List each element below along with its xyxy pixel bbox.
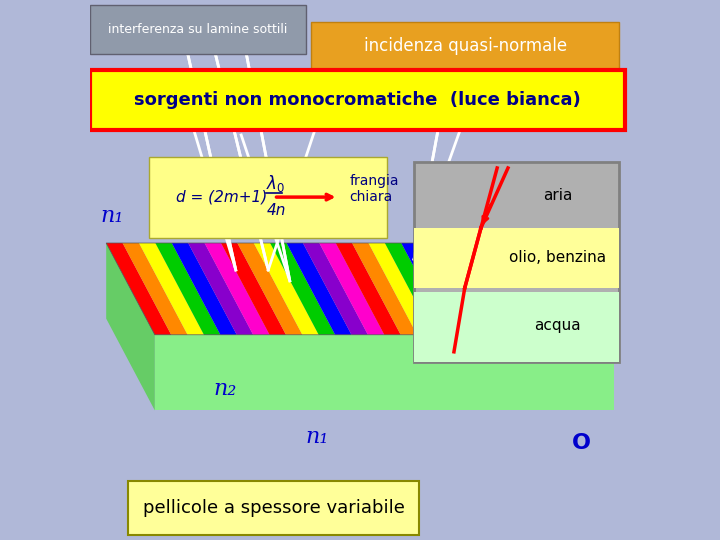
Text: interferenza su lamine sottili: interferenza su lamine sottili bbox=[108, 23, 288, 36]
Polygon shape bbox=[483, 243, 548, 335]
Polygon shape bbox=[303, 243, 368, 335]
Text: aria: aria bbox=[543, 188, 572, 204]
Polygon shape bbox=[253, 243, 319, 335]
Polygon shape bbox=[172, 243, 237, 335]
Polygon shape bbox=[287, 243, 351, 335]
Polygon shape bbox=[188, 243, 253, 335]
Polygon shape bbox=[516, 243, 581, 335]
Text: $\lambda_0$: $\lambda_0$ bbox=[266, 173, 284, 194]
Text: olio, benzina: olio, benzina bbox=[509, 251, 606, 265]
Polygon shape bbox=[221, 243, 286, 335]
Text: n₁: n₁ bbox=[305, 427, 328, 448]
Polygon shape bbox=[451, 243, 516, 335]
Polygon shape bbox=[204, 243, 269, 335]
Polygon shape bbox=[155, 335, 613, 410]
Text: acqua: acqua bbox=[534, 319, 581, 333]
Polygon shape bbox=[107, 243, 171, 335]
Polygon shape bbox=[385, 243, 450, 335]
Bar bbox=[414, 292, 619, 362]
Polygon shape bbox=[434, 243, 499, 335]
Polygon shape bbox=[500, 243, 564, 335]
Bar bbox=[414, 228, 619, 288]
Polygon shape bbox=[418, 243, 482, 335]
FancyBboxPatch shape bbox=[311, 22, 619, 70]
Polygon shape bbox=[156, 243, 220, 335]
Polygon shape bbox=[352, 243, 417, 335]
Text: 4n: 4n bbox=[267, 203, 287, 218]
Polygon shape bbox=[549, 243, 613, 335]
Text: sorgenti non monocromatiche  (luce bianca): sorgenti non monocromatiche (luce bianca… bbox=[134, 91, 580, 109]
Text: d = (2m+1): d = (2m+1) bbox=[176, 190, 268, 205]
Text: n₁: n₁ bbox=[100, 205, 123, 227]
Polygon shape bbox=[467, 243, 532, 335]
Polygon shape bbox=[401, 243, 467, 335]
Polygon shape bbox=[369, 243, 433, 335]
Polygon shape bbox=[336, 243, 401, 335]
Text: O: O bbox=[572, 433, 591, 453]
FancyBboxPatch shape bbox=[150, 157, 387, 238]
Text: frangia
chiara: frangia chiara bbox=[349, 174, 399, 204]
FancyBboxPatch shape bbox=[128, 481, 419, 535]
Bar bbox=[414, 162, 619, 362]
Polygon shape bbox=[139, 243, 204, 335]
Text: incidenza quasi-normale: incidenza quasi-normale bbox=[364, 37, 567, 55]
Polygon shape bbox=[319, 243, 384, 335]
FancyBboxPatch shape bbox=[90, 5, 306, 54]
Text: n₂: n₂ bbox=[213, 378, 237, 400]
Polygon shape bbox=[532, 243, 598, 335]
Polygon shape bbox=[238, 243, 302, 335]
Polygon shape bbox=[107, 243, 155, 410]
Polygon shape bbox=[270, 243, 335, 335]
Text: pellicole a spessore variabile: pellicole a spessore variabile bbox=[143, 498, 405, 517]
FancyBboxPatch shape bbox=[90, 70, 625, 130]
Polygon shape bbox=[122, 243, 188, 335]
